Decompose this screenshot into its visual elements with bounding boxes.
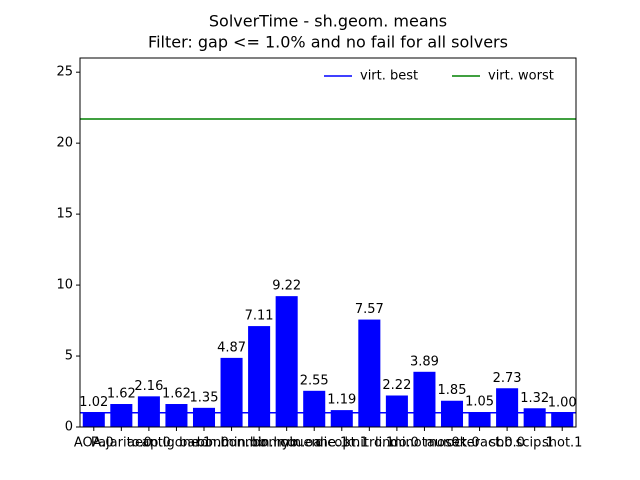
value-label: 1.00 [548, 395, 577, 410]
value-label: 3.89 [410, 354, 439, 369]
bar [220, 357, 243, 427]
value-label: 1.62 [162, 387, 191, 402]
bar [275, 296, 298, 427]
x-tick-label: knitro.1 [344, 436, 394, 451]
bar [496, 388, 519, 427]
x-tick-label: sbb.0 [489, 436, 525, 451]
x-tick-label: shot.1 [542, 436, 582, 451]
chart-subtitle: Filter: gap <= 1.0% and no fail for all … [148, 33, 508, 52]
x-tick-label: scip.1 [516, 436, 554, 451]
bar [165, 404, 188, 427]
x-tick-label: couenne.1 [280, 436, 348, 451]
value-label: 1.02 [79, 395, 108, 410]
value-label: 1.62 [107, 387, 136, 402]
x-tick-label: lindo.0 [375, 436, 419, 451]
bar [413, 371, 436, 427]
value-label: 4.87 [217, 340, 246, 355]
value-label: 1.05 [465, 395, 494, 410]
x-tick-label: mosek.0 [424, 436, 479, 451]
bar [82, 412, 105, 427]
x-tick-label: octeract.0 [446, 436, 512, 451]
value-label: 2.55 [300, 373, 329, 388]
bar [440, 400, 464, 427]
value-label: 7.11 [245, 309, 274, 324]
x-tick-label: antigone.1 [142, 436, 212, 451]
y-tick-label: 15 [56, 207, 73, 222]
bar [110, 404, 133, 427]
chart-title: SolverTime - sh.geom. means [209, 12, 447, 31]
value-label: 1.85 [438, 383, 467, 398]
value-label: 2.73 [493, 371, 522, 386]
x-tick-label: aecp.0 [127, 436, 171, 451]
bar [523, 408, 546, 427]
y-tick-label: 5 [65, 349, 73, 364]
x-tick-label: bonmin.hyb [220, 436, 297, 451]
x-tick-label: Pajarito.0 [91, 436, 152, 451]
legend-label: virt. worst [488, 69, 554, 84]
bar [468, 412, 491, 427]
y-tick-label: 25 [56, 65, 73, 80]
y-tick-label: 0 [65, 420, 73, 435]
value-label: 2.16 [134, 379, 163, 394]
bar [192, 407, 216, 427]
bar [248, 326, 271, 427]
bar [551, 412, 574, 427]
bar [303, 390, 326, 427]
value-label: 1.35 [190, 390, 219, 405]
bar [330, 410, 353, 427]
x-tick-label: bonmin.bb [197, 436, 267, 451]
y-tick-label: 10 [56, 278, 73, 293]
value-label: 1.32 [520, 391, 549, 406]
x-tick-label: bonmin.oa [252, 436, 321, 451]
bar [385, 395, 408, 427]
value-label: 2.22 [382, 378, 411, 393]
x-tick-label: baron.0 [179, 436, 229, 451]
value-label: 7.57 [355, 302, 384, 317]
bar [358, 319, 381, 427]
bar [137, 396, 160, 427]
x-tick-label: minotaur.0 [389, 436, 459, 451]
y-tick-label: 20 [56, 136, 73, 151]
legend-label: virt. best [360, 69, 418, 84]
value-label: 1.19 [327, 393, 356, 408]
plot-frame [79, 57, 577, 428]
x-tick-label: AOA.0 [74, 436, 114, 451]
x-tick-label: dicopt.1 [315, 436, 368, 451]
value-label: 9.22 [272, 279, 301, 294]
